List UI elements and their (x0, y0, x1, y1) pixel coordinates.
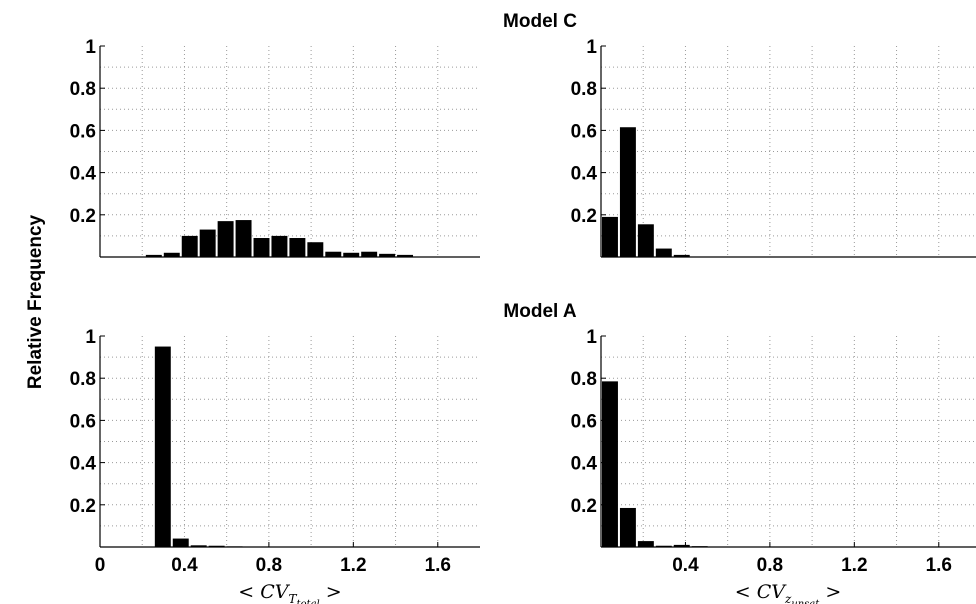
y-tick-label: 0.4 (70, 454, 97, 475)
y-tick-label: 0.8 (70, 79, 96, 100)
y-tick-label: 0.6 (70, 411, 96, 432)
y-tick-label: 0.2 (70, 496, 96, 517)
x-axis-label-left: < CVTtotal > (238, 581, 341, 604)
y-tick-label: 1 (85, 327, 96, 348)
y-tick-label: 0.4 (571, 454, 598, 475)
x-tick-label: 1.6 (425, 555, 451, 576)
histogram-bar (271, 235, 288, 257)
histogram-bar (602, 216, 618, 257)
y-tick-label: 1 (586, 327, 597, 348)
x-tick-label: 0.8 (256, 555, 282, 576)
histogram-bar (655, 545, 672, 547)
histogram-bar (325, 251, 342, 257)
x-tick-label: 0.4 (171, 555, 198, 576)
histogram-bar (154, 346, 171, 547)
y-tick-label: 0.4 (70, 164, 97, 185)
histogram-bar (163, 252, 180, 257)
histogram-bar (307, 242, 324, 257)
histogram-bar (172, 538, 189, 547)
y-tick-label: 1 (586, 37, 597, 58)
panel-model-a-right: 0.2 0.4 0.6 0.8 1 0.4 0.8 1.2 1.6 (571, 327, 976, 576)
y-tick-label: 0.4 (571, 164, 598, 185)
panel-model-c-right: 0.2 0.4 0.6 0.8 1 (571, 37, 976, 258)
histogram-bar (235, 220, 252, 257)
histogram-bar (343, 252, 360, 257)
x-tick-label: 0 (95, 555, 106, 576)
histogram-bar (145, 254, 162, 257)
y-axis-label: Relative Frequency (25, 214, 46, 389)
histogram-bar (602, 381, 618, 547)
panel-title: Model C (503, 11, 577, 32)
histogram-bar (619, 507, 636, 547)
histogram-bar (619, 127, 636, 257)
histogram-bar (208, 545, 225, 547)
histogram-bar (673, 254, 690, 257)
histogram-bar (379, 253, 396, 257)
y-tick-label: 0.2 (571, 496, 597, 517)
x-tick-label: 1.2 (841, 555, 867, 576)
histogram-bar (199, 229, 216, 257)
x-tick-label: 1.6 (926, 555, 952, 576)
y-tick-label: 0.8 (571, 369, 597, 390)
histogram-bar (637, 224, 654, 257)
x-tick-label: 1.2 (340, 555, 366, 576)
histogram-bar (253, 238, 270, 257)
panel-title: Model A (503, 301, 576, 322)
histogram-bar (655, 248, 672, 257)
histogram-bar (190, 545, 207, 547)
y-tick-label: 1 (85, 37, 96, 58)
y-tick-label: 0.6 (70, 121, 96, 142)
y-tick-label: 0.8 (70, 369, 96, 390)
panel-model-c-left: 0.2 0.4 0.6 0.8 1 Model C (70, 11, 577, 258)
x-tick-label: 0.4 (672, 555, 699, 576)
panel-model-a-left: 0.2 0.4 0.6 0.8 1 0 0.4 0.8 1.2 1.6 Model A (70, 301, 577, 576)
histogram-bar (181, 235, 198, 257)
y-tick-label: 0.6 (571, 121, 597, 142)
histogram-bar (217, 221, 234, 257)
y-tick-label: 0.2 (571, 206, 597, 227)
y-tick-label: 0.8 (571, 79, 597, 100)
histogram-bar (397, 254, 414, 257)
y-tick-label: 0.6 (571, 411, 597, 432)
x-tick-label: 0.8 (757, 555, 783, 576)
x-axis-label-right: < CVzunsat > (735, 581, 842, 604)
histogram-bar (673, 544, 690, 547)
histogram-bar (637, 541, 654, 547)
histogram-bar (361, 251, 378, 257)
y-tick-label: 0.2 (70, 206, 96, 227)
histogram-bar (289, 238, 306, 257)
